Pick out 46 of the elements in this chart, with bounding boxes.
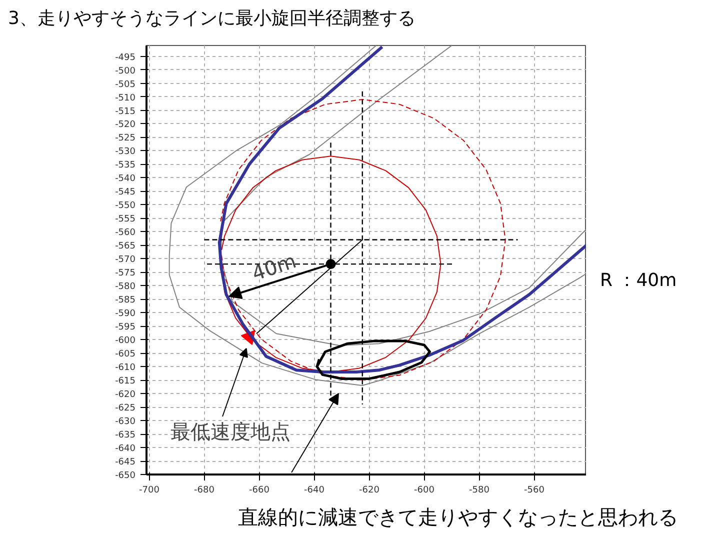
y-tick-label: -510 [115,93,136,104]
y-tick-label: -540 [115,174,136,184]
y-tick-label: -620 [115,390,136,400]
y-tick-label: -535 [115,160,136,171]
y-tick-label: -640 [115,444,136,454]
x-tick-label: -700 [139,486,160,496]
y-tick-label: -545 [115,188,136,198]
y-tick-label: -625 [115,404,136,414]
y-tick-label: -635 [115,430,136,441]
annotation: 最低速度地点 [170,420,290,444]
y-tick-label: -500 [115,66,136,76]
y-tick-label: -550 [115,201,136,212]
y-tick-label: -520 [115,120,136,130]
chart-title: 3、走りやすそうなラインに最小旋回半径調整する [8,7,416,31]
y-tick-label: -645 [115,458,136,468]
text: R ：40m [600,269,677,293]
x-tick-label: -600 [414,486,435,496]
x-tick-label: -620 [359,486,380,496]
y-tick-label: -505 [115,80,136,90]
text: 直線的に減速できて走りやすくなったと思われる [238,504,678,531]
y-tick-label: -570 [115,255,136,266]
y-tick-label: -555 [115,214,136,225]
x-tick-label: -640 [304,486,325,496]
y-tick-label: -600 [115,336,136,346]
y-tick-label: -615 [115,376,136,387]
y-tick-label: -495 [115,52,136,63]
y-tick-label: -605 [115,350,136,360]
y-tick-label: -515 [115,106,136,117]
y-tick-label: -610 [115,363,136,374]
x-tick-label: -680 [194,486,215,496]
x-tick-label: -660 [249,486,270,496]
y-tick-label: -595 [115,322,136,333]
x-tick-label: -580 [469,486,490,496]
y-tick-label: -650 [115,471,136,481]
y-tick-label: -580 [115,282,136,292]
x-tick-label: -560 [524,486,545,496]
annotation: 40m [248,248,300,286]
y-tick-label: -585 [115,296,136,306]
y-tick-label: -590 [115,309,136,320]
y-tick-label: -530 [115,147,136,158]
y-tick-label: -565 [115,242,136,252]
y-tick-label: -560 [115,228,136,238]
line-series [218,98,506,381]
y-tick-label: -575 [115,268,136,279]
y-tick-label: -630 [115,417,136,428]
y-tick-label: -525 [115,134,136,144]
